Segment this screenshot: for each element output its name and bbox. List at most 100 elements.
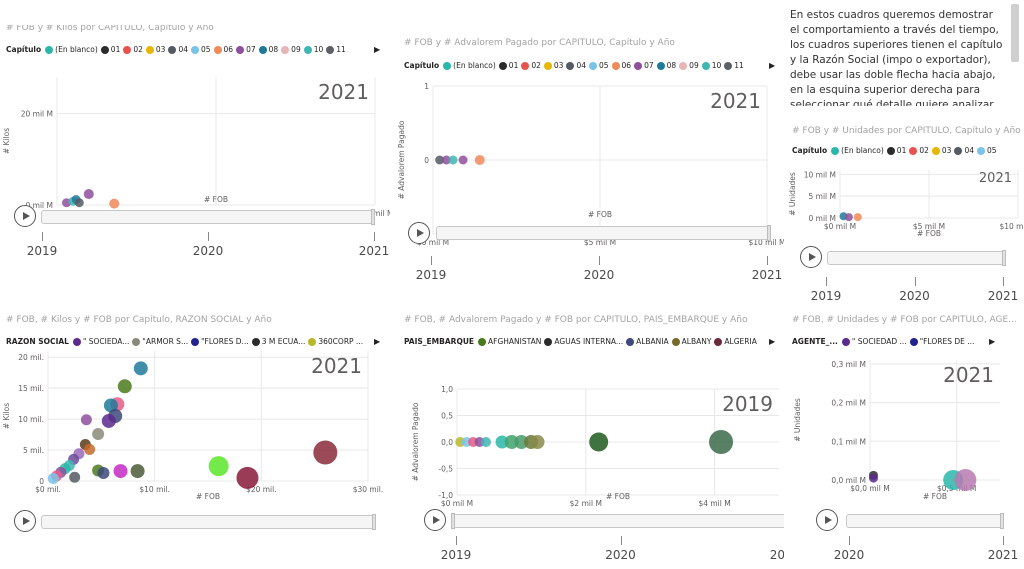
slider-handle[interactable] — [372, 514, 376, 530]
legend-item[interactable]: AFGHANISTAN — [478, 337, 541, 346]
scatter-point[interactable] — [80, 414, 92, 426]
legend-item[interactable]: 07 — [634, 61, 654, 70]
scatter-point[interactable] — [474, 155, 485, 165]
scatter-point[interactable] — [69, 471, 81, 483]
scatter-point[interactable] — [92, 427, 105, 440]
legend-item[interactable]: 11 — [326, 45, 346, 54]
scatter-point[interactable] — [103, 398, 118, 413]
legend-next-arrow-icon[interactable]: ▶ — [374, 45, 381, 54]
play-axis-slider[interactable] — [846, 514, 1003, 528]
textbox-scrollbar[interactable] — [1011, 4, 1019, 62]
legend-item[interactable]: ALBANIA — [626, 337, 669, 346]
legend-next-arrow-icon[interactable]: ▶ — [374, 337, 381, 346]
legend-item[interactable]: 09 — [679, 61, 699, 70]
play-axis-slider[interactable] — [453, 514, 784, 528]
scatter-point[interactable] — [133, 361, 148, 376]
scatter-point[interactable] — [47, 473, 59, 485]
legend-item[interactable]: 02 — [909, 146, 929, 155]
scatter-point[interactable] — [448, 155, 458, 165]
legend-item[interactable]: 05 — [190, 45, 211, 54]
legend-item[interactable]: 08 — [258, 45, 278, 54]
play-axis-slider[interactable] — [827, 251, 1005, 265]
legend-item[interactable]: 09 — [281, 45, 301, 54]
legend-item[interactable]: 04 — [566, 61, 586, 70]
legend-item[interactable]: 01 — [100, 45, 120, 54]
scatter-point[interactable] — [954, 469, 977, 491]
scatter-point[interactable] — [589, 432, 609, 452]
scatter-point[interactable] — [530, 435, 545, 449]
legend-item[interactable]: " SOCIEDAD ... — [841, 337, 907, 346]
scatter-point[interactable] — [504, 435, 519, 449]
scatter-point[interactable] — [480, 437, 491, 447]
scatter-point[interactable] — [709, 430, 734, 454]
play-button[interactable] — [424, 509, 446, 531]
slider-handle[interactable] — [451, 513, 455, 529]
slider-handle[interactable] — [371, 209, 375, 225]
legend-item[interactable]: 10 — [303, 45, 323, 54]
legend-item[interactable]: "FLORES DE ... — [909, 337, 974, 346]
scatter-point[interactable] — [458, 155, 468, 165]
slider-handle[interactable] — [1002, 250, 1006, 266]
scatter-point[interactable] — [868, 473, 878, 483]
legend-item[interactable]: 06 — [213, 45, 233, 54]
legend-item[interactable]: 02 — [123, 45, 143, 54]
legend-item[interactable]: 08 — [656, 61, 676, 70]
legend-next-arrow-icon[interactable]: ▶ — [769, 337, 776, 346]
legend-next-arrow-icon[interactable]: ▶ — [769, 61, 776, 70]
legend-item[interactable]: 03 — [543, 61, 563, 70]
legend-item[interactable]: 04 — [954, 146, 974, 155]
legend-item[interactable]: ALBANY — [671, 337, 711, 346]
legend-item[interactable]: (En blanco) — [45, 45, 98, 54]
scatter-point[interactable] — [853, 213, 862, 222]
play-axis-slider[interactable] — [41, 210, 374, 224]
scatter-point[interactable] — [313, 440, 338, 465]
legend-item[interactable]: 10 — [701, 61, 721, 70]
legend-item[interactable]: 01 — [498, 61, 518, 70]
legend-item[interactable]: 03 — [931, 146, 951, 155]
scatter-point[interactable] — [236, 466, 259, 489]
legend-item[interactable]: "FLORES D... — [191, 337, 249, 346]
legend-item[interactable]: (En blanco) — [831, 146, 884, 155]
scatter-point[interactable] — [495, 435, 509, 449]
legend-item[interactable]: 06 — [611, 61, 631, 70]
scatter-point[interactable] — [514, 435, 529, 449]
play-axis-slider[interactable] — [436, 226, 770, 240]
scatter-point[interactable] — [84, 443, 96, 455]
play-button[interactable] — [14, 205, 36, 227]
play-button[interactable] — [800, 246, 822, 268]
legend-item[interactable]: 01 — [886, 146, 906, 155]
play-button[interactable] — [14, 510, 36, 532]
legend-item[interactable]: 11 — [724, 61, 744, 70]
legend-item[interactable]: AGUAS INTERNA... — [544, 337, 623, 346]
scatter-point[interactable] — [74, 198, 84, 208]
scatter-point[interactable] — [101, 413, 116, 428]
legend-item[interactable]: 02 — [521, 61, 541, 70]
legend-item[interactable]: 360CORP ... — [308, 337, 363, 346]
scatter-point[interactable] — [117, 379, 132, 394]
play-axis-slider[interactable] — [41, 515, 375, 529]
scatter-point[interactable] — [97, 466, 110, 479]
legend-next-arrow-icon[interactable]: ▶ — [989, 337, 996, 346]
scatter-point[interactable] — [113, 464, 128, 479]
legend-item[interactable]: 04 — [168, 45, 188, 54]
legend-item[interactable]: 3 M ECUA... — [251, 337, 305, 346]
scatter-point[interactable] — [441, 155, 451, 165]
scatter-point[interactable] — [208, 456, 229, 477]
scatter-point[interactable] — [83, 189, 94, 200]
slider-handle[interactable] — [1000, 513, 1004, 529]
legend-item[interactable]: " SOCIEDA... — [72, 337, 129, 346]
legend-item[interactable]: 07 — [236, 45, 256, 54]
play-button[interactable] — [408, 222, 430, 244]
legend-item[interactable]: 05 — [976, 146, 997, 155]
legend-item[interactable]: ALGERIA — [714, 337, 757, 346]
play-button[interactable] — [816, 509, 838, 531]
legend-item[interactable]: 03 — [145, 45, 165, 54]
scatter-point[interactable] — [109, 198, 120, 209]
scatter-point[interactable] — [844, 213, 853, 222]
scatter-point[interactable] — [435, 155, 445, 165]
scatter-point[interactable] — [130, 464, 145, 479]
legend-item[interactable]: "ARMOR S... — [132, 337, 188, 346]
slider-handle[interactable] — [767, 225, 771, 241]
legend-item[interactable]: (En blanco) — [443, 61, 496, 70]
legend-item[interactable]: 05 — [588, 61, 609, 70]
